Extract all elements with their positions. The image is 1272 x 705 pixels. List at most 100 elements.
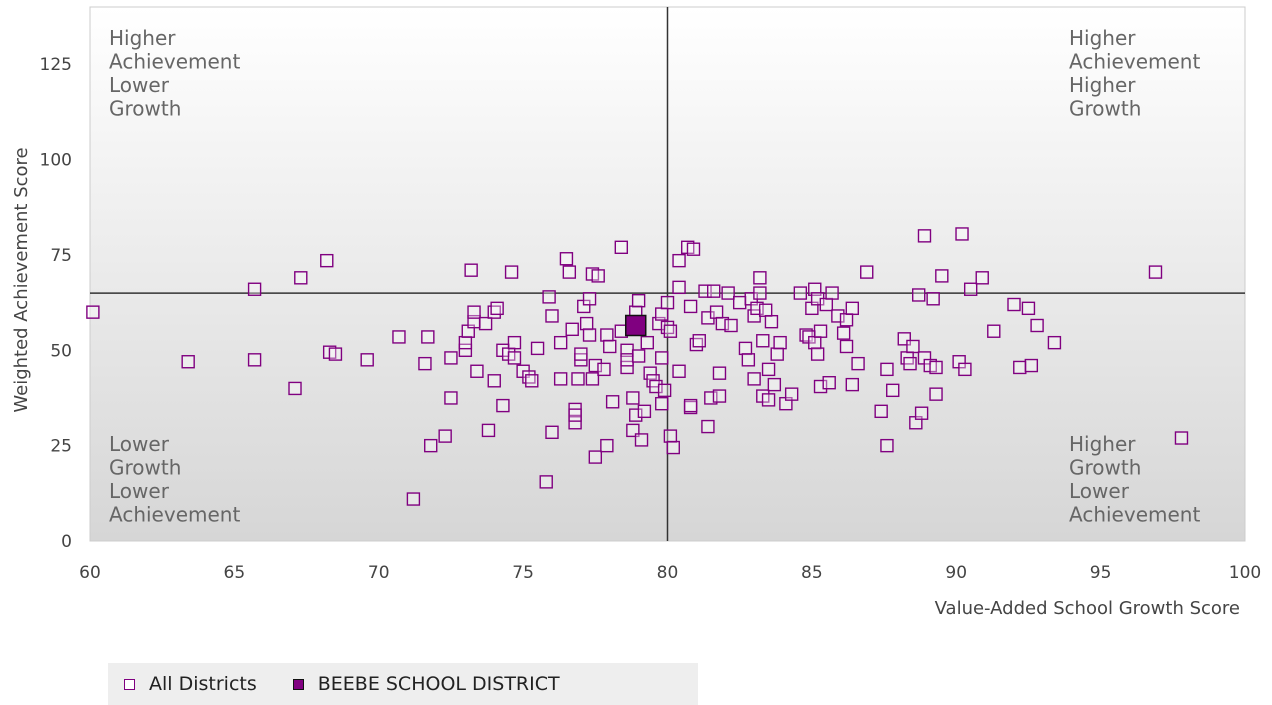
data-point-all-districts[interactable]: [444, 351, 458, 365]
data-point-all-districts[interactable]: [753, 271, 767, 285]
data-point-all-districts[interactable]: [288, 381, 302, 396]
data-point-all-districts[interactable]: [464, 263, 478, 277]
data-point-all-districts[interactable]: [421, 330, 435, 344]
data-point-all-districts[interactable]: [724, 318, 738, 333]
data-point-all-districts[interactable]: [929, 387, 943, 401]
data-point-all-districts[interactable]: [588, 450, 603, 464]
data-point-all-districts[interactable]: [458, 343, 473, 357]
data-point-all-districts[interactable]: [917, 229, 932, 243]
data-point-all-districts[interactable]: [912, 288, 926, 302]
data-point-all-districts[interactable]: [692, 334, 706, 348]
data-point-all-districts[interactable]: [1021, 301, 1036, 316]
data-point-all-districts[interactable]: [539, 475, 553, 489]
data-point-all-districts[interactable]: [585, 372, 600, 386]
data-point-all-districts[interactable]: [655, 396, 669, 411]
data-point-all-districts[interactable]: [906, 339, 920, 354]
data-point-all-districts[interactable]: [926, 292, 940, 306]
data-point-all-districts[interactable]: [657, 383, 672, 398]
data-point-all-districts[interactable]: [1007, 297, 1021, 312]
data-point-all-districts[interactable]: [600, 328, 614, 342]
data-point-all-districts[interactable]: [525, 374, 539, 388]
data-point-all-districts[interactable]: [929, 360, 943, 375]
data-point-all-districts[interactable]: [721, 286, 735, 300]
data-point-all-districts[interactable]: [634, 433, 649, 447]
data-point-all-districts[interactable]: [605, 395, 620, 409]
data-point-all-districts[interactable]: [761, 393, 776, 407]
data-point-all-districts[interactable]: [738, 341, 753, 356]
data-point-all-districts[interactable]: [504, 265, 519, 279]
data-point-all-districts[interactable]: [784, 387, 799, 401]
data-point-all-districts[interactable]: [1047, 335, 1062, 350]
data-point-all-districts[interactable]: [247, 282, 262, 296]
data-point-all-districts[interactable]: [836, 326, 851, 340]
data-point-all-districts[interactable]: [438, 429, 452, 443]
data-point-all-districts[interactable]: [582, 292, 597, 306]
data-point-all-districts[interactable]: [845, 377, 859, 392]
data-point-all-districts[interactable]: [467, 305, 481, 319]
data-point-all-districts[interactable]: [640, 335, 654, 350]
data-point-all-districts[interactable]: [294, 271, 308, 285]
data-point-all-districts[interactable]: [767, 377, 782, 392]
data-point-all-districts[interactable]: [1024, 358, 1039, 373]
data-point-all-districts[interactable]: [530, 341, 545, 356]
data-point-all-districts[interactable]: [813, 324, 828, 338]
data-point-all-districts[interactable]: [559, 252, 574, 266]
data-point-all-districts[interactable]: [418, 356, 432, 371]
data-point-all-districts[interactable]: [914, 406, 929, 420]
data-point-all-districts[interactable]: [490, 301, 504, 316]
data-point-all-districts[interactable]: [574, 347, 588, 361]
data-point-all-districts[interactable]: [424, 438, 438, 453]
data-point-all-districts[interactable]: [712, 389, 727, 403]
data-point-all-districts[interactable]: [481, 423, 496, 438]
legend-item-beebe[interactable]: BEEBE SCHOOL DISTRICT: [292, 673, 560, 695]
legend-item-all-districts[interactable]: All Districts: [124, 673, 257, 695]
data-point-all-districts[interactable]: [886, 383, 900, 398]
data-point-all-districts[interactable]: [845, 301, 859, 316]
data-point-all-districts[interactable]: [392, 330, 406, 344]
data-point-all-districts[interactable]: [753, 286, 767, 300]
data-point-all-districts[interactable]: [631, 294, 646, 308]
data-point-all-districts[interactable]: [709, 305, 724, 319]
data-point-all-districts[interactable]: [181, 355, 195, 369]
data-point-all-districts[interactable]: [955, 227, 969, 241]
data-point-all-districts[interactable]: [597, 362, 611, 377]
data-point-all-districts[interactable]: [458, 335, 473, 350]
data-point-all-districts[interactable]: [660, 295, 675, 310]
data-point-all-districts[interactable]: [86, 305, 100, 319]
data-point-all-districts[interactable]: [487, 374, 501, 388]
data-point-all-districts[interactable]: [666, 440, 680, 455]
data-point-all-districts[interactable]: [568, 408, 582, 422]
data-point-all-districts[interactable]: [542, 290, 556, 304]
data-point-all-districts[interactable]: [860, 265, 874, 279]
data-point-all-districts[interactable]: [553, 372, 568, 386]
data-point-all-districts[interactable]: [545, 425, 559, 439]
data-point-all-districts[interactable]: [507, 335, 522, 350]
data-point-all-districts[interactable]: [880, 438, 894, 453]
data-point-all-districts[interactable]: [764, 314, 779, 329]
data-point-all-districts[interactable]: [637, 404, 652, 419]
data-point-all-districts[interactable]: [545, 309, 559, 323]
data-point-all-districts[interactable]: [360, 353, 374, 367]
data-point-all-districts[interactable]: [732, 295, 747, 310]
data-point-all-districts[interactable]: [614, 240, 628, 255]
data-point-all-districts[interactable]: [987, 324, 1001, 338]
data-point-all-districts[interactable]: [328, 347, 343, 361]
data-point-all-districts[interactable]: [478, 316, 493, 331]
data-point-all-districts[interactable]: [822, 376, 836, 390]
data-point-all-districts[interactable]: [758, 303, 773, 317]
data-point-all-districts[interactable]: [874, 404, 888, 419]
data-point-all-districts[interactable]: [603, 339, 617, 354]
data-point-all-districts[interactable]: [655, 351, 669, 365]
data-point-all-districts[interactable]: [672, 280, 686, 295]
data-point-all-districts[interactable]: [773, 335, 787, 350]
data-point-all-districts[interactable]: [655, 307, 669, 321]
data-point-all-districts[interactable]: [839, 339, 854, 354]
data-point-all-districts[interactable]: [320, 253, 334, 268]
data-point-all-districts[interactable]: [553, 335, 568, 350]
data-point-all-districts[interactable]: [963, 282, 978, 296]
data-point-all-districts[interactable]: [935, 269, 949, 283]
data-point-all-districts[interactable]: [582, 328, 597, 342]
data-point-all-districts[interactable]: [565, 322, 579, 337]
data-point-all-districts[interactable]: [568, 416, 582, 430]
data-point-all-districts[interactable]: [571, 372, 585, 386]
